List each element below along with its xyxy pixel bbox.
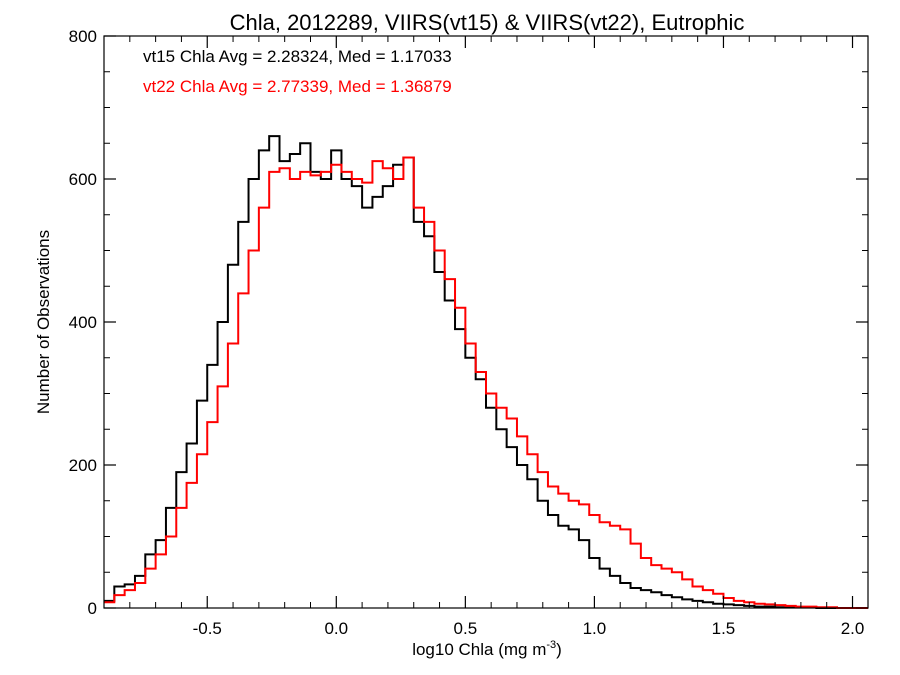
axis-ticks: -0.5 0.0 0.5 1.0 1.5 2.0 0 200 400 600 800	[69, 27, 868, 638]
x-axis-label: log10 Chla (mg m-3)	[412, 639, 562, 659]
y-tick-label: 400	[69, 313, 97, 332]
plot-series	[104, 135, 868, 609]
x-tick-label: 1.5	[712, 619, 736, 638]
x-tick-label: 0.0	[324, 619, 348, 638]
annotation-vt22: vt22 Chla Avg = 2.77339, Med = 1.36879	[143, 77, 452, 96]
x-tick-label: 0.5	[454, 619, 478, 638]
series-1-step-line	[104, 156, 868, 609]
y-tick-label: 0	[88, 599, 97, 618]
annotation-vt15: vt15 Chla Avg = 2.28324, Med = 1.17033	[143, 47, 452, 66]
y-tick-label: 200	[69, 456, 97, 475]
chart-title: Chla, 2012289, VIIRS(vt15) & VIIRS(vt22)…	[230, 10, 745, 35]
x-tick-label: -0.5	[193, 619, 222, 638]
y-tick-label: 600	[69, 170, 97, 189]
plot-frame	[103, 35, 869, 609]
y-axis-label: Number of Observations	[34, 230, 53, 414]
y-tick-label: 800	[69, 27, 97, 46]
x-tick-label: 2.0	[841, 619, 865, 638]
x-tick-label: 1.0	[583, 619, 607, 638]
